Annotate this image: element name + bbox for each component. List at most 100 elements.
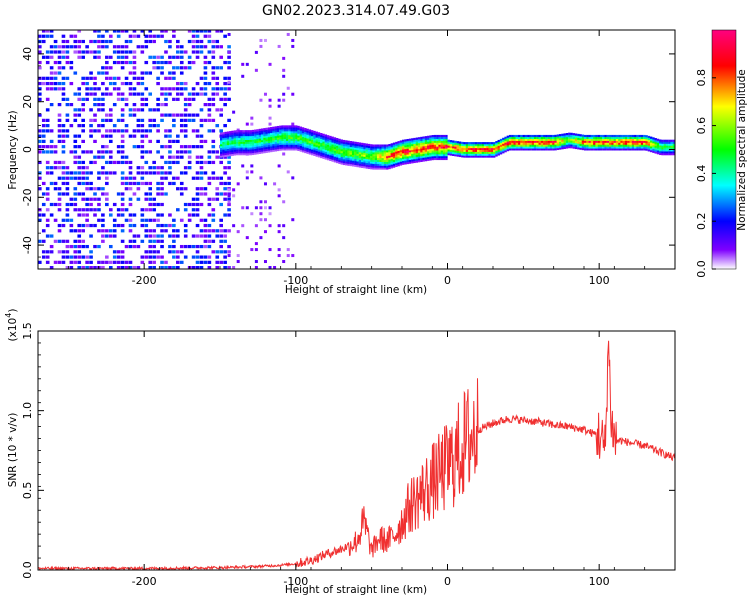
heat-cell <box>238 130 241 133</box>
heat-cell <box>53 145 58 149</box>
heat-cell <box>438 154 441 157</box>
heat-cell <box>363 162 366 165</box>
heat-cell <box>172 223 176 228</box>
heat-cell <box>277 230 281 234</box>
heat-cell <box>465 145 469 149</box>
heat-cell <box>211 197 216 201</box>
heat-cell <box>306 130 309 133</box>
heat-cell <box>367 162 371 166</box>
heat-cell <box>89 197 93 201</box>
heat-cell <box>584 134 587 138</box>
heat-cell <box>89 76 93 80</box>
heat-cell <box>128 60 133 65</box>
heat-cell <box>41 145 46 149</box>
heat-cell <box>306 132 309 135</box>
heat-cell <box>367 155 371 158</box>
heat-cell <box>574 133 578 136</box>
heat-cell <box>315 154 318 157</box>
heat-cell <box>203 187 208 191</box>
heat-cell <box>379 163 382 166</box>
heat-cell <box>211 229 216 233</box>
heat-cell <box>164 229 168 233</box>
heat-cell <box>436 140 439 143</box>
heat-cell <box>411 151 414 154</box>
heat-cell <box>144 97 149 101</box>
heat-cell <box>326 152 330 155</box>
heat-cell <box>442 142 446 145</box>
heat-cell <box>304 149 307 152</box>
heat-cell <box>552 138 555 141</box>
heat-cell <box>179 60 184 65</box>
heat-cell <box>233 141 237 145</box>
heat-cell <box>45 255 50 259</box>
heat-cell <box>345 157 348 160</box>
heat-cell <box>652 143 655 146</box>
heat-cell <box>367 166 371 170</box>
heat-cell <box>279 127 282 130</box>
heat-cell <box>38 113 42 117</box>
heat-cell <box>436 144 439 147</box>
heat-cell <box>311 139 314 142</box>
heat-cell <box>219 218 223 222</box>
heat-cell <box>172 218 176 222</box>
heat-cell <box>349 148 353 151</box>
heat-cell <box>308 140 312 144</box>
heat-cell <box>306 147 309 151</box>
heat-cell <box>429 135 432 138</box>
heat-cell <box>116 223 121 228</box>
heat-cell <box>511 144 514 147</box>
heat-cell <box>479 153 482 156</box>
heat-cell <box>247 137 250 140</box>
heat-cell <box>245 135 248 139</box>
heat-cell <box>620 134 623 138</box>
heat-cell <box>279 142 282 146</box>
heat-cell <box>622 148 626 151</box>
heat-cell <box>638 136 641 140</box>
y-tick-label: -40 <box>21 236 34 254</box>
heat-cell <box>531 136 535 140</box>
heat-cell <box>638 142 641 145</box>
heat-cell <box>57 124 62 128</box>
heat-cell <box>663 143 667 146</box>
heat-cell <box>207 103 212 107</box>
heat-cell <box>556 136 560 139</box>
heat-cell <box>313 151 316 155</box>
heat-cell <box>65 266 70 269</box>
heat-cell <box>73 197 78 201</box>
heat-cell <box>506 147 510 150</box>
heat-cell <box>272 141 275 145</box>
heat-cell <box>668 145 671 148</box>
heat-cell <box>132 87 137 91</box>
heat-cell <box>49 50 54 54</box>
heat-cell <box>195 244 200 249</box>
heat-cell <box>168 160 172 165</box>
heat-cell <box>631 144 635 147</box>
heat-cell <box>324 153 328 156</box>
heat-cell <box>49 266 54 269</box>
heat-cell <box>235 135 239 139</box>
heat-cell <box>263 137 266 140</box>
heat-cell <box>108 139 113 144</box>
heat-cell <box>77 234 82 238</box>
heat-cell <box>549 134 553 138</box>
heat-cell <box>290 140 293 143</box>
heat-cell <box>622 146 626 149</box>
heat-cell <box>420 157 423 161</box>
heat-cell <box>336 157 339 160</box>
heat-cell <box>640 148 644 151</box>
heat-cell <box>132 113 137 117</box>
heat-cell <box>251 143 255 146</box>
heat-cell <box>57 223 62 228</box>
heat-cell <box>183 229 188 233</box>
heat-cell <box>545 142 548 145</box>
heat-cell <box>320 138 323 141</box>
spectrogram-x-label: Height of straight line (km) <box>285 284 427 296</box>
heat-cell <box>467 143 471 147</box>
heat-cell <box>311 141 314 144</box>
heat-cell <box>120 108 125 112</box>
heat-cell <box>93 113 97 117</box>
heat-cell <box>223 234 227 238</box>
heat-cell <box>470 155 473 158</box>
heat-cell <box>211 218 216 222</box>
heat-cell <box>226 150 230 153</box>
